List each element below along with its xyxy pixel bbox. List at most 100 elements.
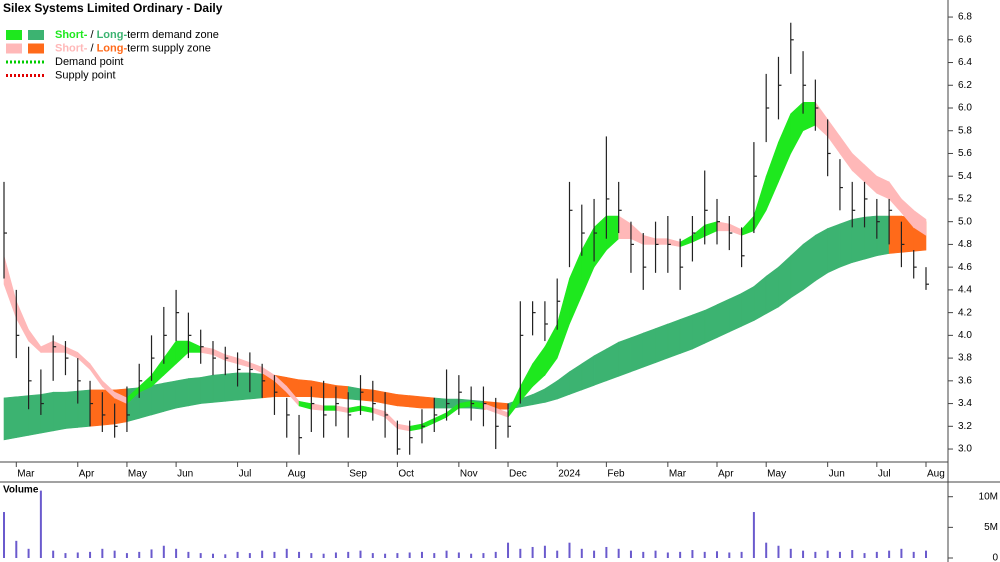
y-tick-label: 3.0 [958,444,972,455]
x-tick-label: Aug [288,469,306,480]
x-tick-label: May [767,469,786,480]
long-zone-segment [618,337,632,377]
long-zone-segment [224,372,238,402]
y-tick-label: 6.4 [958,57,972,68]
y-tick-label: 5.6 [958,148,972,159]
y-tick-label: 4.8 [958,239,972,250]
long-zone-segment [40,391,54,434]
legend-label: Short- / Long-term supply zone [55,42,211,54]
long-zone-segment [77,389,91,428]
short-zone-segment [913,209,927,236]
x-tick-label: Dec [509,469,527,480]
legend-text: term supply zone [127,42,211,54]
long-zone-segment [593,348,607,386]
x-tick-label: Nov [460,469,478,480]
long-zone-segment [888,215,902,254]
y-tick-label: 3.2 [958,421,972,432]
long-zone-segment [212,373,226,403]
long-zone-segment [864,215,878,260]
long-zone-segment [704,304,718,344]
y-tick-label: 5.0 [958,216,972,227]
x-tick-label: Apr [79,469,95,480]
long-zone-segment [151,382,165,416]
long-zone-segment [298,379,312,398]
long-zone-segment [65,390,79,429]
long-zone-segment [827,223,841,274]
long-zone-segment [347,386,361,401]
y-tick-label: 6.0 [958,103,972,114]
long-zone-segment [741,285,755,327]
x-tick-label: Jun [177,469,193,480]
long-zone-segment [188,377,201,407]
chart-title: Silex Systems Limited Ordinary - Daily [3,1,223,15]
y-tick-label: 4.6 [958,262,972,273]
legend-text: / [87,42,96,54]
y-tick-label: 5.8 [958,125,972,136]
legend-swatch [6,30,22,40]
long-zone-segment [249,372,263,400]
y-tick-label: 6.8 [958,12,972,23]
long-zone-segment [175,378,189,409]
long-zone-segment [89,389,103,427]
long-zone-segment [311,380,324,399]
x-tick-label: May [128,469,147,480]
y-tick-label: 5.4 [958,171,972,182]
legend-text: Short- [55,29,88,41]
long-zone-segment [15,395,29,439]
long-zone-segment [495,402,509,410]
long-zone-segment [802,234,816,291]
long-zone-segment [397,394,410,408]
long-zone-segment [421,396,435,409]
x-tick-label: Apr [718,469,734,480]
volume-y-tick-label: 10M [979,491,998,502]
x-tick-label: Sep [349,469,367,480]
x-tick-label: Aug [927,469,945,480]
legend-text: Short- [55,42,88,54]
x-tick-label: Feb [607,469,625,480]
y-tick-label: 6.2 [958,80,972,91]
legend-text: term demand zone [127,29,219,41]
long-zone-segment [335,385,349,400]
long-zone-segment [433,397,447,409]
legend-label: Short- / Long-term demand zone [55,29,219,41]
long-zone-segment [52,391,66,432]
legend-swatch [28,30,44,40]
y-tick-label: 4.4 [958,285,972,296]
long-zone-segment [815,227,828,282]
long-zone-segment [409,395,423,409]
legend-label: Supply point [55,69,116,81]
volume-label: Volume [3,485,39,496]
legend-swatch [6,43,22,54]
y-tick-label: 6.6 [958,34,972,45]
long-zone-segment [851,216,865,263]
y-tick-label: 4.0 [958,330,972,341]
volume-y-tick-label: 0 [992,553,998,562]
long-zone-segment [692,309,706,350]
x-tick-label: Jul [239,469,252,480]
long-zone-segment [237,372,251,401]
long-zone-segment [729,292,742,333]
long-zone-segment [839,218,853,268]
y-tick-label: 3.4 [958,398,972,409]
x-tick-label: 2024 [558,469,581,480]
legend-text: Long- [97,42,128,54]
x-tick-label: Mar [669,469,687,480]
y-tick-label: 5.2 [958,194,972,205]
long-zone-segment [716,298,730,339]
y-tick-label: 3.6 [958,375,972,386]
long-zone-segment [323,382,337,399]
short-zone-segment [655,238,669,245]
long-zone-segment [642,328,656,368]
x-tick-label: Oct [398,469,414,480]
volume-y-tick-label: 5M [984,522,998,533]
long-zone-segment [3,396,17,441]
long-zone-segment [372,389,386,404]
legend-swatch [28,43,44,54]
long-zone-segment [606,341,619,382]
y-tick-label: 4.2 [958,307,972,318]
long-zone-segment [163,380,177,412]
long-zone-segment [384,391,398,407]
x-tick-label: Mar [17,469,35,480]
long-zone-segment [655,323,669,364]
